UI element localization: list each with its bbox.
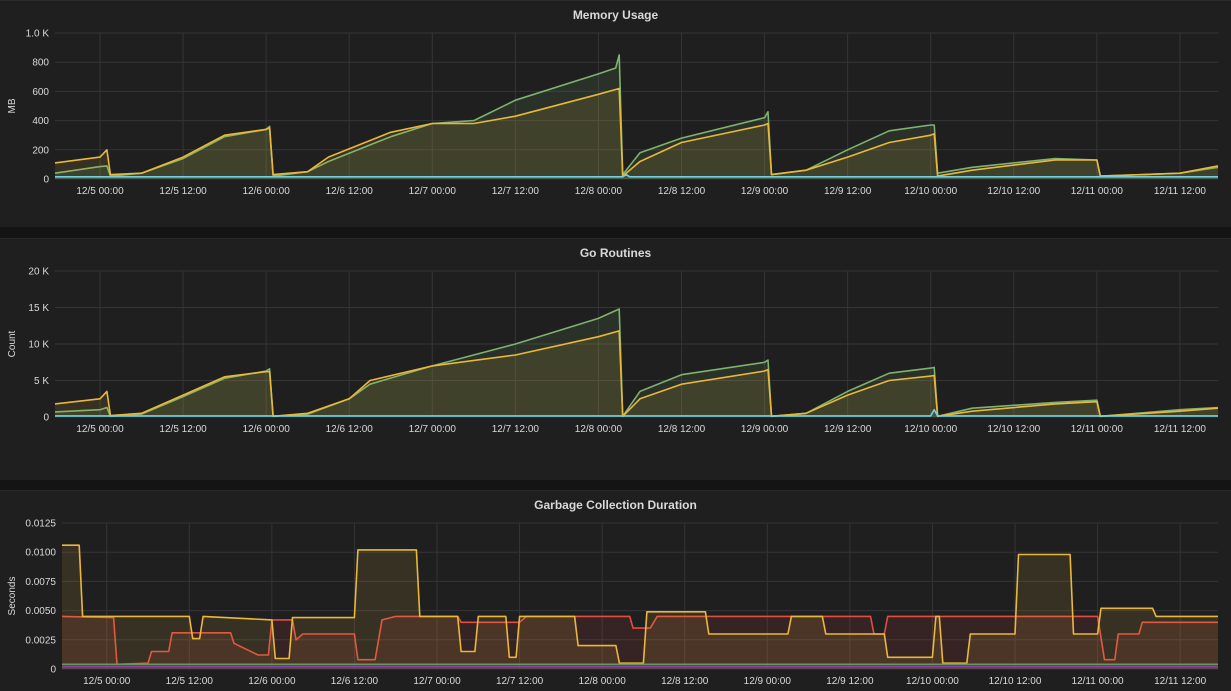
x-tick-label: 12/9 00:00 xyxy=(744,676,792,687)
series-line-cyan[interactable] xyxy=(55,408,1218,417)
x-tick-label: 12/8 12:00 xyxy=(658,186,706,197)
x-tick-label: 12/8 00:00 xyxy=(579,676,627,687)
x-tick-label: 12/10 00:00 xyxy=(904,424,957,435)
x-tick-label: 12/11 00:00 xyxy=(1072,676,1125,687)
y-tick-label: 0.0075 xyxy=(25,577,56,588)
y-tick-label: 0 xyxy=(43,175,49,186)
series-line-yellow[interactable] xyxy=(62,544,1218,664)
y-tick-label: 5 K xyxy=(34,376,49,387)
x-tick-label: 12/9 00:00 xyxy=(741,186,789,197)
y-tick-label: 200 xyxy=(32,145,49,156)
y-tick-label: 10 K xyxy=(28,340,49,351)
y-tick-label: 0.0025 xyxy=(25,635,56,646)
y-tick-label: 0 xyxy=(43,413,49,424)
x-tick-label: 12/7 12:00 xyxy=(492,186,540,197)
y-tick-label: 15 K xyxy=(28,303,49,314)
x-tick-label: 12/5 12:00 xyxy=(166,676,214,687)
x-tick-label: 12/11 12:00 xyxy=(1154,676,1207,687)
series-area-yellow xyxy=(55,330,1218,417)
panel-memory-usage: Memory Usage 0 200 400 600 800 1.0 K 12/5 00:0… xyxy=(0,0,1231,227)
x-tick-label: 12/8 12:00 xyxy=(661,676,709,687)
x-tick-label: 12/11 00:00 xyxy=(1071,186,1124,197)
panel-title[interactable]: Memory Usage xyxy=(572,8,659,22)
series-area-green xyxy=(55,309,1218,417)
panel-title[interactable]: Go Routines xyxy=(579,246,652,260)
x-tick-label: 12/9 12:00 xyxy=(824,424,872,435)
x-tick-label: 12/10 12:00 xyxy=(987,186,1040,197)
y-tick-label: 800 xyxy=(32,58,49,69)
x-tick-label: 12/5 00:00 xyxy=(76,424,124,435)
panel-go-routines: Go Routines 0 5 K 10 K 15 K 20 K 12/5 00:00 12… xyxy=(0,238,1231,480)
x-tick-label: 12/5 12:00 xyxy=(159,424,207,435)
x-tick-label: 12/10 00:00 xyxy=(906,676,959,687)
x-tick-label: 12/6 00:00 xyxy=(243,424,291,435)
x-tick-label: 12/10 00:00 xyxy=(904,186,957,197)
x-tick-label: 12/6 00:00 xyxy=(243,186,291,197)
y-tick-label: 0.0125 xyxy=(25,519,56,530)
series-line-yellow[interactable] xyxy=(54,87,1219,177)
panel-gc-duration: Garbage Collection Duration 0 0.0025 0.005… xyxy=(0,490,1231,691)
x-tick-label: 12/7 00:00 xyxy=(409,186,457,197)
chart-memory-usage: 0 200 400 600 800 1.0 K 12/5 00:00 12/5 12:00 12… xyxy=(7,29,1219,197)
y-tick-label: 1.0 K xyxy=(26,29,50,40)
x-tick-label: 12/6 12:00 xyxy=(331,676,379,687)
series-area-yellow xyxy=(62,545,1218,669)
y-tick-label: 400 xyxy=(32,116,49,127)
x-tick-label: 12/7 00:00 xyxy=(409,424,457,435)
x-tick-label: 12/5 12:00 xyxy=(159,186,207,197)
y-axis-label: MB xyxy=(7,98,18,113)
x-tick-label: 12/7 12:00 xyxy=(496,676,544,687)
x-tick-label: 12/11 12:00 xyxy=(1154,424,1207,435)
y-tick-label: 20 K xyxy=(28,267,49,278)
x-tick-label: 12/9 12:00 xyxy=(824,186,872,197)
y-tick-label: 0 xyxy=(50,665,56,676)
chart-gc-duration: 0 0.0025 0.0050 0.0075 0.0100 0.0125 12/5 00:0… xyxy=(7,519,1218,687)
y-axis-label: Count xyxy=(7,330,18,357)
x-tick-label: 12/7 00:00 xyxy=(413,676,461,687)
y-tick-label: 600 xyxy=(32,87,49,98)
x-tick-label: 12/11 00:00 xyxy=(1071,424,1124,435)
x-tick-label: 12/5 00:00 xyxy=(83,676,131,687)
panel-title[interactable]: Garbage Collection Duration xyxy=(534,498,697,512)
x-tick-label: 12/6 00:00 xyxy=(248,676,296,687)
x-tick-label: 12/11 12:00 xyxy=(1154,186,1207,197)
series-area-green xyxy=(55,54,1218,179)
series-line-cyan[interactable] xyxy=(55,173,1218,178)
series-area-red xyxy=(62,616,1218,669)
x-tick-label: 12/8 12:00 xyxy=(658,424,706,435)
x-tick-label: 12/8 00:00 xyxy=(575,186,623,197)
y-tick-label: 0.0100 xyxy=(25,548,56,559)
x-tick-label: 12/6 12:00 xyxy=(326,186,374,197)
x-tick-label: 12/5 00:00 xyxy=(76,186,124,197)
x-tick-label: 12/8 00:00 xyxy=(575,424,623,435)
y-axis-label: Seconds xyxy=(7,577,18,616)
x-tick-label: 12/10 12:00 xyxy=(987,424,1040,435)
x-tick-label: 12/10 12:00 xyxy=(989,676,1042,687)
y-tick-label: 0.0050 xyxy=(25,606,56,617)
series-area-yellow xyxy=(55,88,1218,179)
x-tick-label: 12/6 12:00 xyxy=(326,424,374,435)
x-tick-label: 12/7 12:00 xyxy=(492,424,540,435)
x-tick-label: 12/9 12:00 xyxy=(826,676,874,687)
x-tick-label: 12/9 00:00 xyxy=(741,424,789,435)
chart-go-routines: 0 5 K 10 K 15 K 20 K 12/5 00:00 12/5 12:00 12/6… xyxy=(7,267,1219,435)
